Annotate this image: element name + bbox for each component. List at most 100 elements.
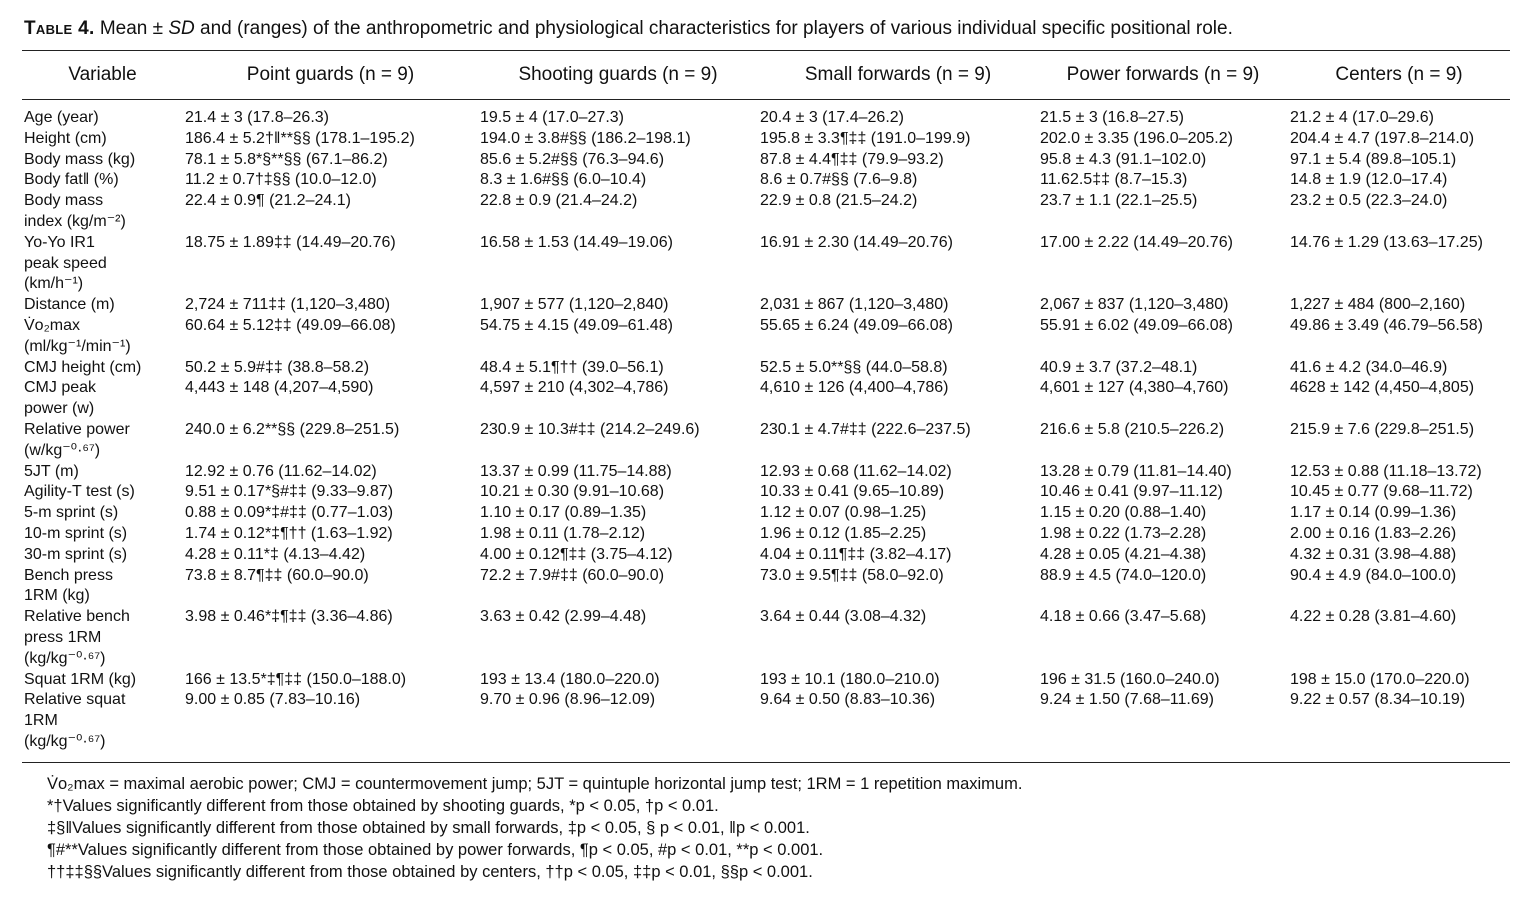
value-cell: 87.8 ± 4.4¶‡‡ (79.9–93.2) [760, 150, 944, 168]
value-cell: 22.9 ± 0.8 (21.5–24.2) [760, 192, 918, 210]
value-cell: 1.98 ± 0.11 (1.78–2.12) [480, 524, 646, 542]
value-cell: 41.6 ± 4.2 (34.0–46.9) [1290, 358, 1448, 376]
variable-line: Body fat‖ (%) [24, 171, 119, 189]
value-cell: 4,610 ± 126 (4,400–4,786) [760, 379, 949, 397]
variable-cell: Body mass index (kg/m⁻²) [22, 191, 183, 233]
value-cell: 95.8 ± 4.3 (91.1–102.0) [1040, 150, 1207, 168]
value-cell: 21.5 ± 3 (16.8–27.5) [1040, 109, 1184, 126]
value-cell: 40.9 ± 3.7 (37.2–48.1) [1040, 358, 1198, 376]
variable-line: (km/h⁻¹) [24, 275, 84, 293]
value-cell: 11.62.5‡‡ (8.7–15.3) [1040, 171, 1188, 189]
variable-cell: CMJ height (cm) [22, 358, 183, 379]
value-cell: 4.28 ± 0.05 (4.21–4.38) [1040, 545, 1207, 563]
variable-cell: Height (cm) [22, 129, 183, 150]
table-row: Age (year) 21.4 ± 3 (17.8–26.3) 19.5 ± 4 (… [22, 99, 1510, 129]
value-cell: 52.5 ± 5.0**§§ (44.0–58.8) [760, 358, 948, 376]
value-cell: 10.45 ± 0.77 (9.68–11.72) [1290, 483, 1473, 501]
value-cell: 72.2 ± 7.9#‡‡ (60.0–90.0) [480, 566, 665, 584]
column-header: Point guards (n = 9) [246, 64, 415, 85]
value-cell: 230.9 ± 10.3#‡‡ (214.2–249.6) [480, 420, 700, 438]
variable-line: (kg/kg⁻⁰·⁶⁷) [24, 732, 106, 750]
value-cell: 215.9 ± 7.6 (229.8–251.5) [1290, 420, 1475, 438]
value-cell: 195.8 ± 3.3¶‡‡ (191.0–199.9) [760, 129, 971, 147]
value-cell: 97.1 ± 5.4 (89.8–105.1) [1290, 150, 1457, 168]
value-cell: 9.51 ± 0.17*§#‡‡ (9.33–9.87) [185, 483, 394, 501]
value-cell: 4,601 ± 127 (4,380–4,760) [1040, 379, 1229, 397]
value-cell: 14.8 ± 1.9 (12.0–17.4) [1290, 171, 1448, 189]
value-cell: 166 ± 13.5*‡¶‡‡ (150.0–188.0) [185, 670, 407, 688]
value-cell: 14.76 ± 1.29 (13.63–17.25) [1290, 233, 1483, 251]
value-cell: 10.33 ± 0.41 (9.65–10.89) [760, 483, 945, 501]
variable-cell: 10-m sprint (s) [22, 524, 183, 545]
value-cell: 12.53 ± 0.88 (11.18–13.72) [1290, 462, 1482, 480]
column-header: Variable [68, 64, 137, 85]
variable-cell: Yo-Yo IR1 peak speed (km/h⁻¹) [22, 233, 183, 295]
variable-cell: Relative power (w/kg⁻⁰·⁶⁷) [22, 420, 183, 462]
top-rule [22, 50, 1510, 51]
variable-line: 30-m sprint (s) [24, 545, 128, 563]
value-cell: 196 ± 31.5 (160.0–240.0) [1040, 670, 1220, 688]
value-cell: 4,597 ± 210 (4,302–4,786) [480, 379, 669, 397]
value-cell: 2,724 ± 711‡‡ (1,120–3,480) [185, 296, 391, 314]
value-cell: 8.3 ± 1.6#§§ (6.0–10.4) [480, 171, 647, 189]
table-row: Height (cm) 186.4 ± 5.2†‖**§§ (178.1–195.… [22, 129, 1510, 150]
value-cell: 48.4 ± 5.1¶†† (39.0–56.1) [480, 358, 664, 376]
value-cell: 3.63 ± 0.42 (2.99–4.48) [480, 608, 647, 626]
variable-cell: Squat 1RM (kg) [22, 670, 183, 691]
variable-cell: 5-m sprint (s) [22, 503, 183, 524]
value-cell: 1.12 ± 0.07 (0.98–1.25) [760, 504, 927, 522]
value-cell: 9.24 ± 1.50 (7.68–11.69) [1040, 691, 1214, 709]
footnotes: V̇o₂max = maximal aerobic power; CMJ = c… [47, 773, 1022, 883]
table-row: Relative bench press 1RM (kg/kg⁻⁰·⁶⁷) 3.98 … [22, 607, 1510, 669]
value-cell: 73.8 ± 8.7¶‡‡ (60.0–90.0) [185, 566, 369, 584]
footnote: ‡§‖Values significantly different from t… [47, 819, 810, 837]
value-cell: 22.8 ± 0.9 (21.4–24.2) [480, 192, 638, 210]
table-row: Agility-T test (s) 9.51 ± 0.17*§#‡‡ (9.33… [22, 482, 1510, 503]
variable-line: Relative squat [24, 691, 126, 709]
variable-line: Squat 1RM (kg) [24, 670, 137, 688]
variable-line: Relative power [24, 420, 130, 438]
value-cell: 9.70 ± 0.96 (8.96–12.09) [480, 691, 656, 709]
value-cell: 60.64 ± 5.12‡‡ (49.09–66.08) [185, 316, 396, 334]
variable-cell: CMJ peak power (w) [22, 378, 183, 420]
column-header: Centers (n = 9) [1335, 64, 1463, 85]
value-cell: 240.0 ± 6.2**§§ (229.8–251.5) [185, 420, 400, 438]
table-row: Relative power (w/kg⁻⁰·⁶⁷) 240.0 ± 6.2**§§… [22, 420, 1510, 462]
bottom-rule [22, 762, 1510, 763]
value-cell: 12.92 ± 0.76 (11.62–14.02) [185, 462, 377, 480]
variable-line: (w/kg⁻⁰·⁶⁷) [24, 441, 101, 459]
value-cell: 49.86 ± 3.49 (46.79–56.58) [1290, 316, 1483, 334]
variable-line: Bench press [24, 566, 113, 584]
value-cell: 193 ± 13.4 (180.0–220.0) [480, 670, 660, 688]
variable-cell: Agility-T test (s) [22, 482, 183, 503]
value-cell: 12.93 ± 0.68 (11.62–14.02) [760, 462, 952, 480]
table-body: Age (year) 21.4 ± 3 (17.8–26.3) 19.5 ± 4 (… [22, 99, 1510, 753]
variable-cell: V̇o₂max (ml/kg⁻¹/min⁻¹) [22, 316, 183, 358]
value-cell: 1.96 ± 0.12 (1.85–2.25) [760, 524, 927, 542]
value-cell: 11.2 ± 0.7†‡§§ (10.0–12.0) [185, 171, 377, 189]
caption-text: Mean ± [99, 18, 164, 39]
value-cell: 19.5 ± 4 (17.0–27.3) [480, 109, 624, 126]
value-cell: 3.64 ± 0.44 (3.08–4.32) [760, 608, 927, 626]
value-cell: 17.00 ± 2.22 (14.49–20.76) [1040, 233, 1233, 251]
value-cell: 4.18 ± 0.66 (3.47–5.68) [1040, 608, 1207, 626]
caption-emphasis: SD [168, 18, 195, 39]
value-cell: 194.0 ± 3.8#§§ (186.2–198.1) [480, 129, 691, 147]
variable-line: peak speed [24, 254, 107, 272]
value-cell: 2,031 ± 867 (1,120–3,480) [760, 296, 949, 314]
variable-cell: Body fat‖ (%) [22, 170, 183, 191]
value-cell: 8.6 ± 0.7#§§ (7.6–9.8) [760, 171, 918, 189]
variable-line: index (kg/m⁻²) [24, 212, 126, 230]
variable-cell: Bench press 1RM (kg) [22, 566, 183, 608]
header-row: Variable Point guards (n = 9) Shooting gua… [22, 51, 1510, 99]
table-row: CMJ height (cm) 50.2 ± 5.9#‡‡ (38.8–58.2)… [22, 358, 1510, 379]
value-cell: 22.4 ± 0.9¶ (21.2–24.1) [185, 192, 351, 210]
value-cell: 50.2 ± 5.9#‡‡ (38.8–58.2) [185, 358, 370, 376]
value-cell: 88.9 ± 4.5 (74.0–120.0) [1040, 566, 1207, 584]
value-cell: 198 ± 15.0 (170.0–220.0) [1290, 670, 1470, 688]
caption-text: and (ranges) of the anthropometric and p… [200, 18, 1233, 39]
variable-line: (ml/kg⁻¹/min⁻¹) [24, 337, 131, 355]
table-row: Bench press 1RM (kg) 73.8 ± 8.7¶‡‡ (60.0–9… [22, 566, 1510, 608]
variable-cell: Age (year) [22, 99, 183, 129]
value-cell: 55.65 ± 6.24 (49.09–66.08) [760, 316, 953, 334]
